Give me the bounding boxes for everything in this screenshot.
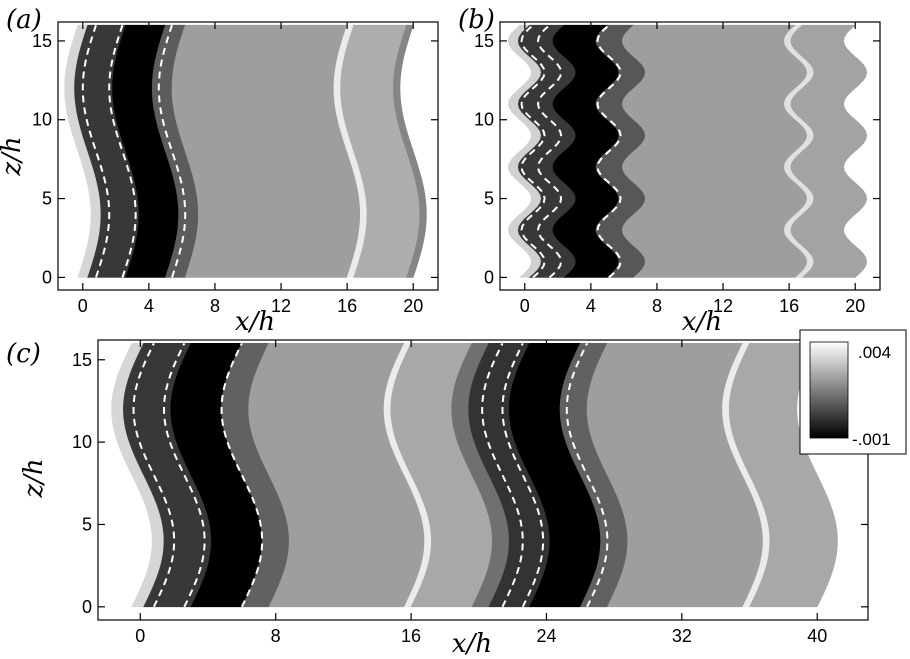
y-tick-label-a-3: 15 bbox=[32, 31, 52, 51]
y-tick-label-a-1: 5 bbox=[42, 189, 52, 209]
x-axis-title-b: x/h bbox=[682, 307, 722, 337]
colorbar-min-label: -.001 bbox=[852, 430, 891, 449]
x-tick-label-b-4: 16 bbox=[779, 296, 799, 316]
colorbar-gradient bbox=[809, 341, 849, 439]
x-tick-label-b-0: 0 bbox=[520, 296, 530, 316]
zero-contour-c-2 bbox=[220, 342, 264, 608]
panel-a: (a) 0 4 8 12 16 20 0 5 10 15 x/h z/h bbox=[0, 5, 439, 337]
x-ticks-a: 0 4 8 12 16 20 bbox=[78, 22, 423, 316]
x-ticks-b: 0 4 8 12 16 20 bbox=[520, 22, 865, 316]
x-tick-label-c-1: 8 bbox=[271, 626, 281, 646]
x-tick-label-b-1: 4 bbox=[586, 296, 596, 316]
zero-contour-b-2 bbox=[596, 24, 622, 279]
colorbar-max-label: .004 bbox=[858, 343, 891, 362]
colorbar: .004 -.001 bbox=[799, 329, 907, 455]
plot-area-a bbox=[64, 24, 427, 278]
y-tick-label-c-1: 5 bbox=[82, 514, 92, 534]
y-ticks-c: 0 5 10 15 bbox=[72, 350, 868, 617]
band-a-4 bbox=[171, 24, 361, 278]
y-tick-label-a-0: 0 bbox=[42, 267, 52, 287]
axes-frame-a bbox=[57, 21, 439, 291]
x-tick-label-a-5: 20 bbox=[403, 296, 423, 316]
x-tick-label-a-2: 8 bbox=[210, 296, 220, 316]
zero-contour-b-0 bbox=[520, 24, 546, 279]
x-axis-title-c: x/h bbox=[452, 629, 492, 659]
x-tick-label-c-3: 24 bbox=[536, 626, 556, 646]
y-axis-title-c: z/h bbox=[19, 458, 49, 498]
y-ticks-b: 0 5 10 15 bbox=[474, 31, 880, 287]
panel-label-b: (b) bbox=[458, 5, 495, 35]
x-tick-label-c-0: 0 bbox=[135, 626, 145, 646]
x-tick-label-a-1: 4 bbox=[144, 296, 154, 316]
y-tick-label-b-2: 10 bbox=[474, 110, 494, 130]
y-tick-label-b-0: 0 bbox=[484, 267, 494, 287]
x-axis-title-a: x/h bbox=[235, 307, 275, 337]
panel-label-a: (a) bbox=[6, 5, 42, 35]
x-tick-label-b-5: 20 bbox=[845, 296, 865, 316]
y-tick-label-c-0: 0 bbox=[82, 597, 92, 617]
panel-c: (c) 0 8 16 24 32 40 0 5 10 15 x/h z/h bbox=[6, 339, 869, 659]
x-tick-label-c-5: 40 bbox=[807, 626, 827, 646]
x-tick-label-a-0: 0 bbox=[78, 296, 88, 316]
axes-frame-b bbox=[499, 21, 881, 291]
zero-contour-b-1 bbox=[536, 24, 563, 279]
y-ticks-a: 0 5 10 15 bbox=[32, 31, 438, 287]
zero-contour-c-1 bbox=[162, 342, 206, 608]
zero-contour-c-3 bbox=[481, 342, 524, 608]
x-tick-label-c-4: 32 bbox=[672, 626, 692, 646]
x-tick-label-c-2: 16 bbox=[401, 626, 421, 646]
x-ticks-c: 0 8 16 24 32 40 bbox=[135, 340, 827, 646]
x-tick-label-a-4: 16 bbox=[337, 296, 357, 316]
plot-area-c bbox=[111, 342, 838, 608]
y-tick-label-b-1: 5 bbox=[484, 189, 494, 209]
axes-frame-c bbox=[97, 339, 869, 621]
zero-contour-c-5 bbox=[565, 342, 609, 608]
zero-contour-c-4 bbox=[501, 342, 545, 608]
x-tick-label-a-3: 12 bbox=[271, 296, 291, 316]
y-tick-label-a-2: 10 bbox=[32, 110, 52, 130]
y-tick-label-c-3: 15 bbox=[72, 350, 92, 370]
band-b-4 bbox=[621, 24, 808, 278]
zero-contour-c-0 bbox=[132, 342, 176, 608]
y-tick-label-b-3: 15 bbox=[474, 31, 494, 51]
y-tick-label-c-2: 10 bbox=[72, 432, 92, 452]
x-tick-label-b-3: 12 bbox=[713, 296, 733, 316]
plot-area-b bbox=[507, 24, 868, 279]
x-tick-label-b-2: 8 bbox=[652, 296, 662, 316]
panel-b: (b) 0 4 8 12 16 20 0 5 10 15 x/h bbox=[458, 5, 881, 337]
y-axis-title-a: z/h bbox=[0, 136, 27, 176]
panel-label-c: (c) bbox=[6, 339, 41, 369]
